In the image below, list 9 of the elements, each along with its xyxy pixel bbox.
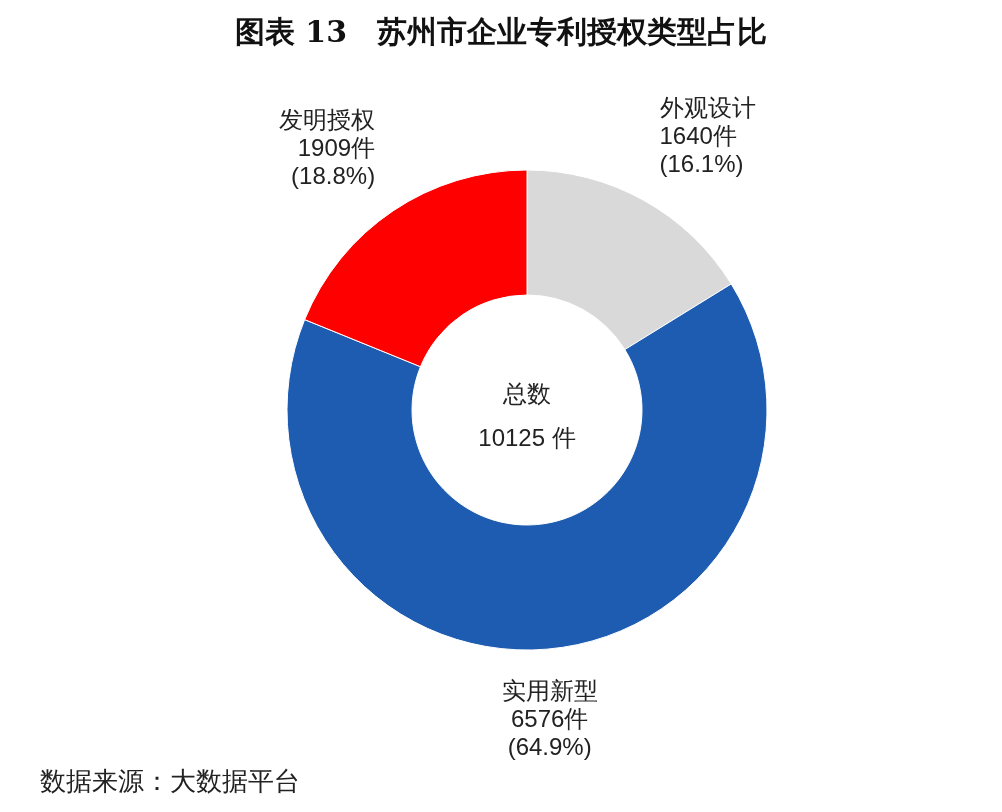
slice-label: 发明授权 <box>279 106 376 134</box>
data-label: 6576件 (64.9%) <box>507 705 592 761</box>
data-label: 1909件 (18.8%) <box>291 134 376 190</box>
slice-label: 外观设计 <box>659 94 756 122</box>
slice-label: 实用新型 <box>501 677 598 705</box>
source-note: 数据来源：大数据平台 <box>40 766 300 796</box>
data-label: 1640件 (16.1%) <box>659 122 744 178</box>
text: 总数 10125 件 <box>478 380 576 451</box>
chart-title: 图表 13 苏州市企业专利授权类型占比 <box>234 14 768 49</box>
